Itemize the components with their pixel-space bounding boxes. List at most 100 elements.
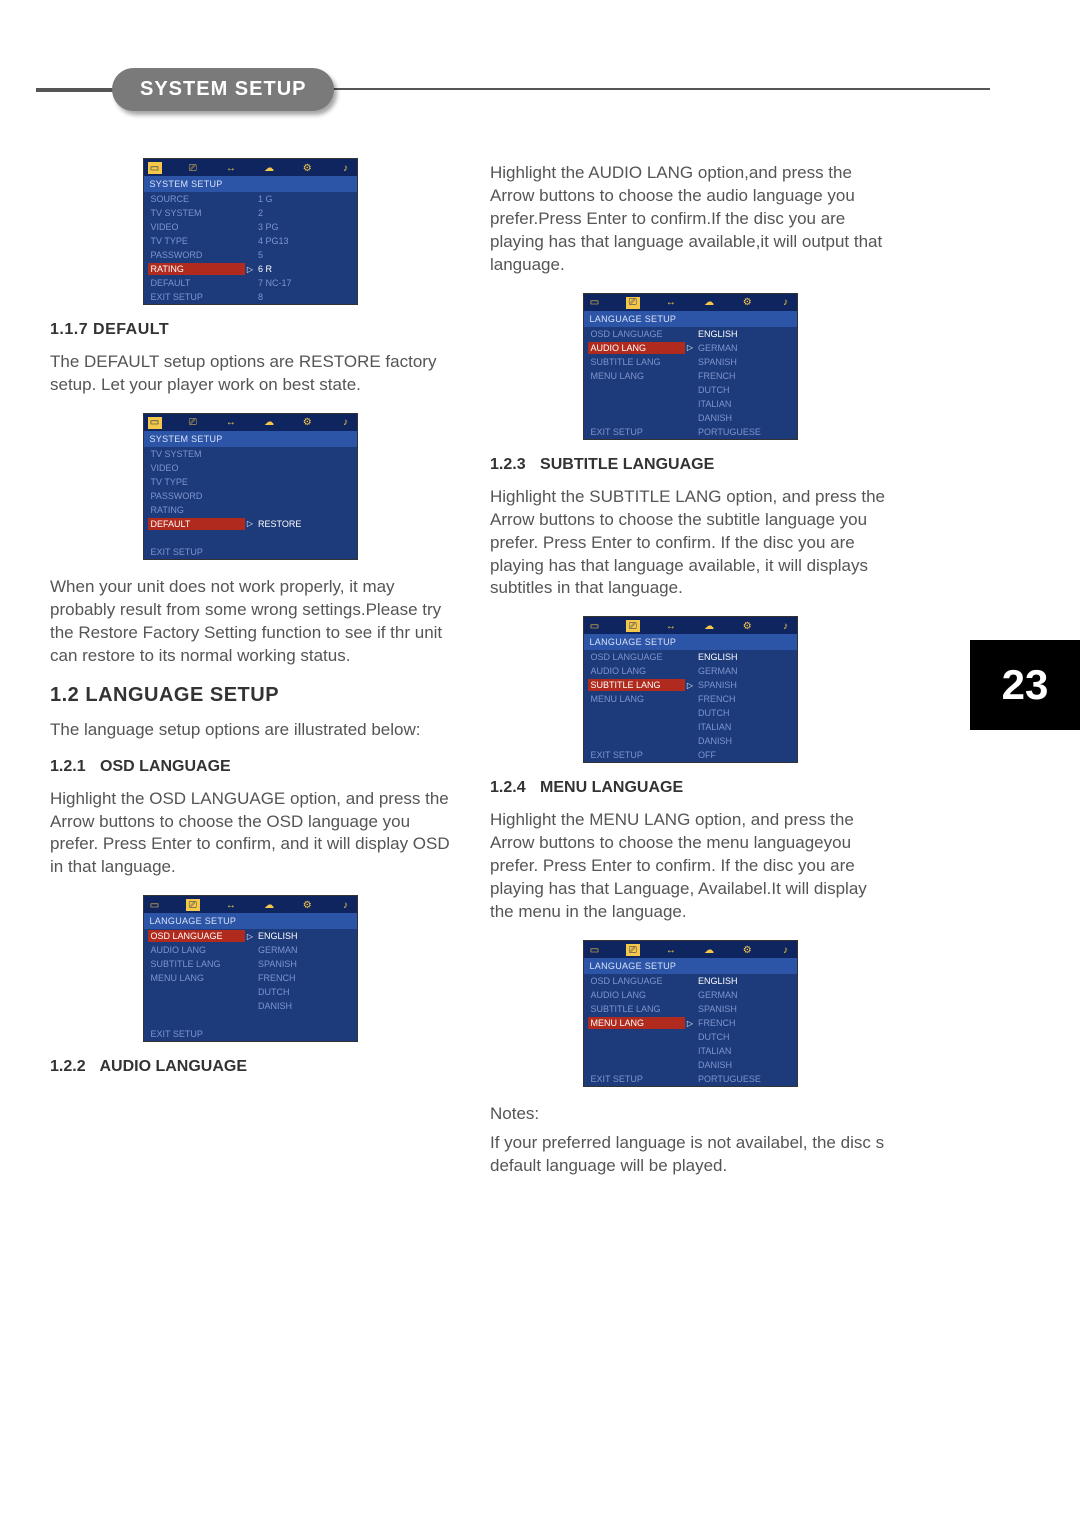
heading-num: 1.2.4 <box>490 779 526 796</box>
screen-row: RATING <box>144 503 357 517</box>
screen-left-cell: TV TYPE <box>148 476 246 488</box>
screen-body: OSD LANGUAGEENGLISHAUDIO LANG▷GERMANSUBT… <box>584 327 797 439</box>
screen-iconbar: ▭⎚↔☁⚙♪ <box>144 896 357 913</box>
screen-right-cell <box>255 1019 353 1021</box>
screen-left-cell: TV SYSTEM <box>148 207 246 219</box>
screen-left-cell: VIDEO <box>148 462 246 474</box>
screen-right-cell: FRENCH <box>695 693 793 705</box>
screen-right-cell <box>255 467 353 469</box>
screen-row: AUDIO LANGGERMAN <box>144 943 357 957</box>
screen-left-cell: PASSWORD <box>148 249 246 261</box>
screen-row: AUDIO LANG GERMAN <box>584 664 797 678</box>
tab-icon: ↔ <box>224 417 238 429</box>
heading-text: AUDIO LANGUAGE <box>99 1058 247 1075</box>
screen-right-cell: DUTCH <box>695 384 793 396</box>
screen-left-cell: EXIT SETUP <box>588 426 686 438</box>
screen-right-cell: DUTCH <box>255 986 353 998</box>
tab-icon: ☁ <box>262 899 276 911</box>
tab-icon: ▭ <box>588 944 602 956</box>
heading-1-2-1: 1.2.1 OSD LANGUAGE <box>50 758 450 776</box>
screen-row: EXIT SETUP8 <box>144 290 357 304</box>
screen-right-cell: 4 PG13 <box>255 235 353 247</box>
screen-left-cell: VIDEO <box>148 221 246 233</box>
screen-right-cell: SPANISH <box>695 1003 793 1015</box>
screen-row: EXIT SETUPOFF <box>584 748 797 762</box>
screen-row: TV TYPE <box>144 475 357 489</box>
section-title-pill: SYSTEM SETUP <box>112 68 334 111</box>
screen-right-cell: DANISH <box>695 412 793 424</box>
arrow-icon: ▷ <box>685 1019 695 1028</box>
header-rule-accent <box>36 88 116 92</box>
screen-body: OSD LANGUAGEENGLISHAUDIO LANGGERMANSUBTI… <box>584 974 797 1086</box>
screen-header: LANGUAGE SETUP <box>584 958 797 974</box>
screen-row: DUTCH <box>584 706 797 720</box>
screen-right-cell: ITALIAN <box>695 721 793 733</box>
screen-row: DANISH <box>584 411 797 425</box>
screen-row: MENU LANG▷FRENCH <box>584 1016 797 1030</box>
screen-left-cell: TV TYPE <box>148 235 246 247</box>
screen-right-cell: DUTCH <box>695 707 793 719</box>
screen-right-cell: 1 G <box>255 193 353 205</box>
screen-right-cell <box>255 537 353 539</box>
screen-right-cell: GERMAN <box>695 989 793 1001</box>
screen-left-cell <box>588 726 686 728</box>
tab-icon: ☁ <box>702 944 716 956</box>
screen-row: AUDIO LANG▷GERMAN <box>584 341 797 355</box>
screen-default: ▭⎚↔☁⚙♪SYSTEM SETUPTV SYSTEMVIDEOTV TYPEP… <box>143 413 358 560</box>
screen-row: MENU LANG FRENCH <box>584 692 797 706</box>
screen-iconbar: ▭⎚↔☁⚙♪ <box>584 294 797 311</box>
tab-icon: ☁ <box>262 417 276 429</box>
screen-right-cell: 6 R <box>255 263 353 275</box>
screen-right-cell: GERMAN <box>695 342 793 354</box>
tab-icon: ⎚ <box>626 297 640 309</box>
tab-icon: ♪ <box>778 297 792 309</box>
screen-row: DUTCH <box>144 985 357 999</box>
heading-1-1-7: 1.1.7 DEFAULT <box>50 321 450 339</box>
tab-icon: ♪ <box>778 944 792 956</box>
screen-row: DANISH <box>144 999 357 1013</box>
tab-icon: ▭ <box>148 899 162 911</box>
screen-left-cell <box>148 1005 246 1007</box>
screen-right-cell: SPANISH <box>255 958 353 970</box>
screen-row: OSD LANGUAGEENGLISH <box>584 650 797 664</box>
screen-left-cell: MENU LANG <box>588 693 686 705</box>
screen-right-cell: DUTCH <box>695 1031 793 1043</box>
screen-row: OSD LANGUAGE▷ENGLISH <box>144 929 357 943</box>
screen-left-cell: PASSWORD <box>148 490 246 502</box>
tab-icon: ▭ <box>588 620 602 632</box>
arrow-icon: ▷ <box>245 519 255 528</box>
tab-icon: ⚙ <box>740 620 754 632</box>
screen-left-cell: OSD LANGUAGE <box>148 930 246 942</box>
screen-left-cell: OSD LANGUAGE <box>588 975 686 987</box>
heading-text: SUBTITLE LANGUAGE <box>540 456 714 473</box>
screen-rating: ▭⎚↔☁⚙♪SYSTEM SETUPSOURCE1 GTV SYSTEM2VID… <box>143 158 358 305</box>
screen-menu: ▭⎚↔☁⚙♪LANGUAGE SETUPOSD LANGUAGEENGLISHA… <box>583 940 798 1087</box>
screen-left-cell: SUBTITLE LANG <box>588 679 686 691</box>
screen-row: TV SYSTEM <box>144 447 357 461</box>
two-column-layout: ▭⎚↔☁⚙♪SYSTEM SETUPSOURCE1 GTV SYSTEM2VID… <box>50 150 1030 1194</box>
screen-iconbar: ▭⎚↔☁⚙♪ <box>144 414 357 431</box>
screen-left-cell: AUDIO LANG <box>588 665 686 677</box>
screen-left-cell: SUBTITLE LANG <box>148 958 246 970</box>
tab-icon: ⚙ <box>740 297 754 309</box>
screen-right-cell: 5 <box>255 249 353 261</box>
tab-icon: ⎚ <box>626 620 640 632</box>
screen-row: ITALIAN <box>584 720 797 734</box>
screen-row: EXIT SETUP <box>144 1027 357 1041</box>
screen-left-cell: EXIT SETUP <box>148 291 246 303</box>
screen-right-cell: GERMAN <box>695 665 793 677</box>
screen-left-cell: MENU LANG <box>588 370 686 382</box>
heading-text: MENU LANGUAGE <box>540 779 683 796</box>
screen-right-cell: RESTORE <box>255 518 353 530</box>
screen-row: DEFAULT7 NC-17 <box>144 276 357 290</box>
screen-left-cell <box>588 712 686 714</box>
tab-icon: ↔ <box>664 297 678 309</box>
screen-left-cell <box>148 991 246 993</box>
screen-right-cell: PORTUGUESE <box>695 426 793 438</box>
para-audio: Highlight the AUDIO LANG option,and pres… <box>490 162 890 277</box>
tab-icon: ♪ <box>338 417 352 429</box>
screen-subtitle: ▭⎚↔☁⚙♪LANGUAGE SETUPOSD LANGUAGEENGLISHA… <box>583 616 798 763</box>
screen-right-cell: FRENCH <box>695 1017 793 1029</box>
screen-right-cell <box>255 495 353 497</box>
screen-row: DUTCH <box>584 383 797 397</box>
